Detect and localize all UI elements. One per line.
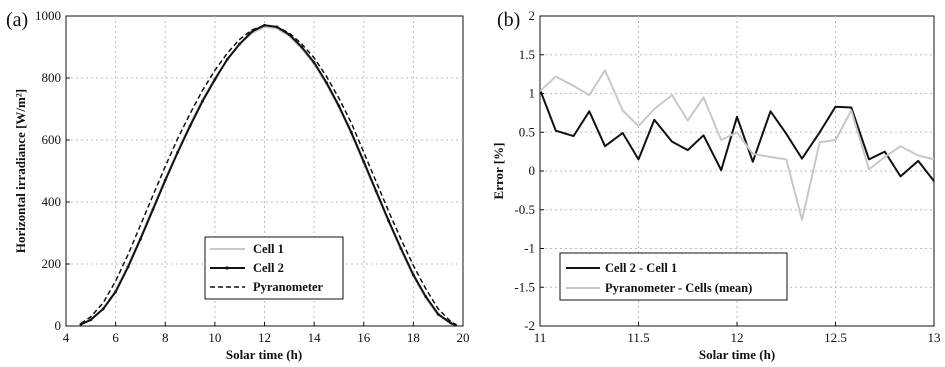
data-point-cell-2 bbox=[337, 104, 341, 108]
x-tick-label: 14 bbox=[308, 330, 322, 345]
series-line-pyranometer bbox=[80, 24, 456, 326]
panel-a-ylabel: Horizontal irradiance [W/m²] bbox=[13, 89, 28, 253]
legend-label-pyranometer-minus-cells: Pyranometer - Cells (mean) bbox=[605, 281, 752, 295]
data-point-cell-2 bbox=[250, 30, 254, 33]
data-point-cell-2 bbox=[300, 45, 304, 49]
y-tick-label: 0.5 bbox=[519, 124, 535, 139]
y-tick-label: 1.5 bbox=[519, 47, 535, 62]
data-point-cell-2 bbox=[139, 237, 142, 241]
x-tick-label: 12 bbox=[258, 330, 271, 345]
y-tick-label: 1000 bbox=[35, 8, 61, 23]
panel-b-xlabel: Solar time (h) bbox=[699, 347, 775, 362]
y-tick-label: 400 bbox=[42, 194, 62, 209]
data-point-cell-2 bbox=[114, 290, 118, 294]
data-point-cell-2 bbox=[89, 318, 93, 322]
y-tick-label: -0.5 bbox=[514, 202, 535, 217]
data-point-cell-2 bbox=[449, 321, 452, 325]
data-point-cell-2 bbox=[188, 124, 192, 128]
panel-b-label: (b) bbox=[497, 9, 520, 31]
panel-b-ticks: 11 11.5 12 12.5 13-2-1.5-1-0.500.511.52 bbox=[514, 8, 940, 345]
y-tick-label: 800 bbox=[42, 70, 62, 85]
data-point-cell-2 bbox=[362, 160, 366, 164]
data-point-cell-2 bbox=[201, 99, 204, 103]
x-tick-label: 11.5 bbox=[627, 330, 649, 345]
y-tick-label: 600 bbox=[42, 132, 62, 147]
data-point-cell-2 bbox=[325, 81, 328, 85]
x-tick-label: 4 bbox=[63, 330, 70, 345]
x-tick-label: 20 bbox=[457, 330, 470, 345]
legend-label-cell-1: Cell 1 bbox=[253, 242, 284, 256]
data-point-cell-2 bbox=[387, 219, 390, 223]
x-tick-label: 6 bbox=[112, 330, 119, 345]
legend-label-cell2-minus-cell1: Cell 2 - Cell 1 bbox=[605, 261, 677, 275]
data-point-cell-2 bbox=[424, 295, 428, 298]
data-point-cell-2 bbox=[238, 42, 242, 46]
data-point-cell-2 bbox=[436, 312, 440, 316]
y-tick-label: -2 bbox=[524, 318, 535, 333]
data-point-cell-2 bbox=[225, 58, 229, 61]
y-tick-label: 1 bbox=[529, 86, 536, 101]
panel-a-grid bbox=[66, 16, 463, 326]
series-line-pyranometer-cells-mean bbox=[539, 69, 935, 221]
x-tick-label: 13 bbox=[928, 330, 941, 345]
panel-a-label: (a) bbox=[6, 9, 28, 31]
panel-a-xlabel: Solar time (h) bbox=[226, 347, 302, 362]
x-tick-label: 18 bbox=[407, 330, 420, 345]
y-tick-label: -1.5 bbox=[514, 279, 535, 294]
x-tick-label: 16 bbox=[357, 330, 371, 345]
data-point-cell-2 bbox=[399, 247, 403, 250]
y-tick-label: 200 bbox=[42, 256, 62, 271]
data-point-cell-2 bbox=[176, 151, 180, 154]
series-line-cell-2-cell-1 bbox=[539, 89, 935, 182]
x-tick-label: 12 bbox=[731, 330, 744, 345]
legend-label-cell-2: Cell 2 bbox=[253, 261, 284, 275]
y-tick-label: 0 bbox=[55, 318, 62, 333]
x-tick-label: 12.5 bbox=[824, 330, 847, 345]
y-tick-label: -1 bbox=[524, 241, 535, 256]
data-point-cell-2 bbox=[374, 189, 378, 193]
x-tick-label: 8 bbox=[162, 330, 169, 345]
data-point-cell-2 bbox=[126, 265, 130, 269]
data-point-cell-2 bbox=[101, 307, 105, 311]
panel-b-legend-box bbox=[559, 252, 788, 301]
legend-marker-cell-2 bbox=[225, 266, 229, 270]
panel-b-series bbox=[539, 69, 935, 221]
panel-b-legend: Cell 2 - Cell 1 Pyranometer - Cells (mea… bbox=[559, 252, 788, 301]
y-tick-label: 2 bbox=[529, 8, 536, 23]
x-tick-label: 11 bbox=[534, 330, 547, 345]
data-point-cell-2 bbox=[411, 273, 415, 277]
data-point-cell-2 bbox=[151, 208, 155, 212]
x-tick-label: 10 bbox=[208, 330, 221, 345]
panel-b-ylabel: Error [%] bbox=[491, 143, 506, 200]
data-point-cell-2 bbox=[163, 178, 167, 182]
y-tick-label: 0 bbox=[529, 163, 536, 178]
panel-b: 11 11.5 12 12.5 13-2-1.5-1-0.500.511.52 (b) … bbox=[491, 8, 941, 362]
panel-a-series bbox=[79, 23, 457, 327]
data-point-cell-2 bbox=[349, 130, 353, 134]
data-point-cell-2 bbox=[312, 61, 316, 64]
data-point-cell-2 bbox=[213, 78, 217, 81]
panel-a-legend: Cell 1 Cell 2 Pyranometer bbox=[204, 236, 344, 300]
legend-label-pyranometer: Pyranometer bbox=[253, 280, 324, 294]
